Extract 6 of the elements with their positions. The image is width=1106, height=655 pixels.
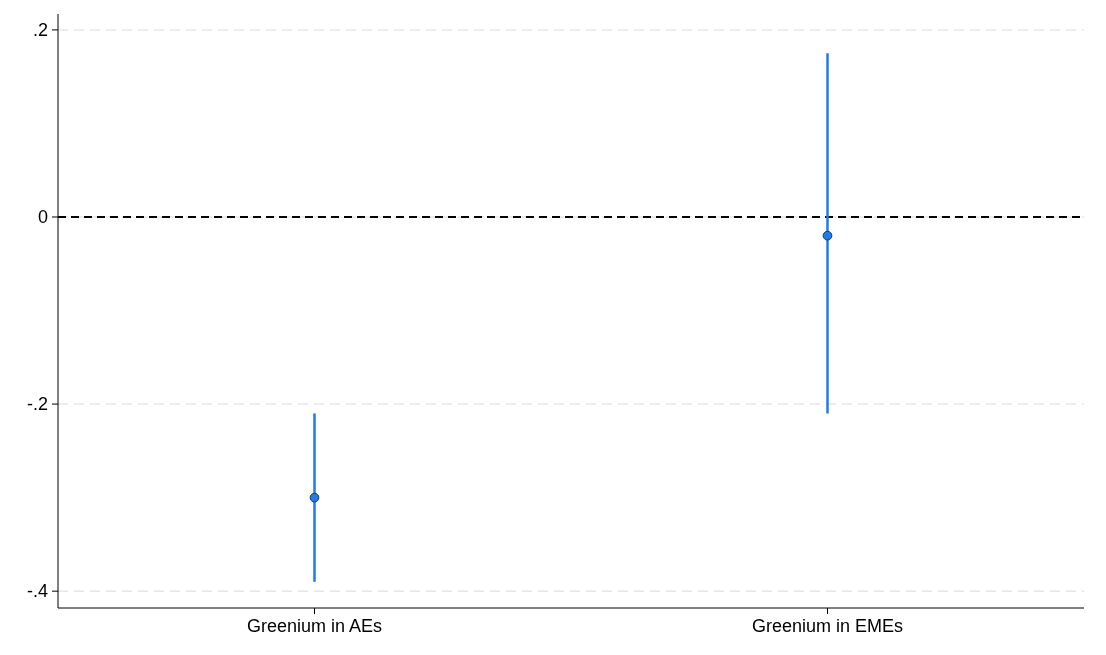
x-tick-label: Greenium in AEs bbox=[246, 616, 383, 636]
y-tick-label: -.2 bbox=[26, 394, 48, 415]
y-tick-label: 0 bbox=[37, 207, 48, 228]
y-tick-label: -.4 bbox=[26, 581, 48, 602]
x-tick-label: Greenium in EMEs bbox=[751, 616, 904, 636]
y-tick-label: .2 bbox=[32, 20, 48, 41]
